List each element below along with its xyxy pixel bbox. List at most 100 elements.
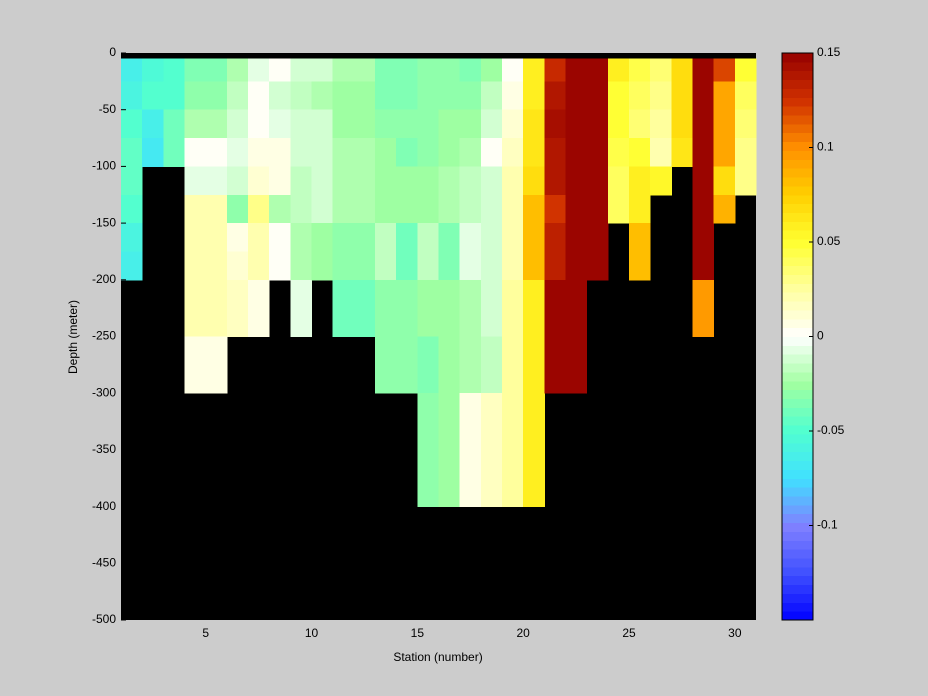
- x-tick-label: 15: [411, 626, 425, 640]
- colorbar-swatch: [782, 132, 813, 143]
- colorbar-swatch: [782, 159, 813, 169]
- heatmap-cell: [629, 58, 651, 82]
- heatmap-cell: [629, 166, 651, 196]
- heatmap-cell: [459, 58, 482, 82]
- heatmap-cell: [375, 336, 397, 366]
- heatmap-cell: [375, 81, 397, 111]
- colorbar-swatch: [782, 478, 813, 488]
- heatmap-cell: [565, 58, 588, 82]
- heatmap-cell: [607, 138, 630, 167]
- heatmap-cell: [459, 251, 482, 281]
- heatmap-cell: [226, 308, 249, 337]
- heatmap-cell: [396, 308, 418, 337]
- heatmap-cell: [184, 336, 207, 366]
- heatmap-cell: [353, 251, 376, 281]
- heatmap-cell: [248, 109, 270, 139]
- heatmap-cell: [396, 58, 418, 82]
- heatmap-cell: [417, 58, 439, 82]
- colorbar-tick-label: 0.05: [817, 234, 841, 248]
- colorbar-swatch: [782, 79, 813, 89]
- heatmap-cell: [502, 223, 524, 252]
- heatmap-cell: [544, 81, 566, 111]
- heatmap-cell: [565, 166, 588, 196]
- heatmap-cell: [396, 223, 418, 252]
- heatmap-cell: [480, 279, 503, 309]
- heatmap-cell: [713, 166, 736, 196]
- heatmap-cell: [226, 279, 249, 309]
- y-tick-label: -350: [92, 442, 116, 456]
- heatmap-cell: [523, 109, 545, 139]
- heatmap-cell: [205, 251, 228, 281]
- colorbar-swatch: [782, 513, 813, 524]
- colorbar-swatch: [782, 442, 813, 453]
- heatmap-cell: [565, 336, 588, 366]
- heatmap-cell: [248, 251, 270, 281]
- y-tick-label: -400: [92, 499, 116, 513]
- colorbar-swatch: [782, 203, 813, 213]
- colorbar-swatch: [782, 97, 813, 107]
- heatmap-cell: [375, 166, 397, 196]
- heatmap-cell: [226, 194, 249, 224]
- heatmap-cell: [375, 109, 397, 139]
- heatmap-cell: [523, 449, 545, 479]
- heatmap-cell: [396, 364, 418, 394]
- heatmap-cell: [353, 223, 376, 252]
- colorbar-swatch: [782, 425, 813, 435]
- heatmap-cell: [205, 58, 228, 82]
- heatmap-cell: [417, 364, 439, 394]
- colorbar-swatch: [782, 540, 813, 550]
- heatmap-cell: [417, 336, 439, 366]
- colorbar-swatch: [782, 611, 813, 621]
- colorbar-swatch: [782, 212, 813, 222]
- heatmap-cell: [523, 251, 545, 281]
- heatmap-cell: [332, 223, 355, 252]
- heatmap-cell: [375, 308, 397, 337]
- heatmap-cell: [121, 58, 143, 82]
- heatmap-cell: [544, 336, 566, 366]
- heatmap-cell: [523, 364, 545, 394]
- heatmap-cell: [311, 81, 334, 111]
- heatmap-cell: [692, 308, 715, 337]
- heatmap-cell: [142, 109, 164, 139]
- heatmap-cell: [650, 109, 672, 139]
- heatmap-cell: [480, 364, 503, 394]
- x-tick-label: 5: [202, 626, 209, 640]
- heatmap-cell: [396, 109, 418, 139]
- heatmap-cell: [290, 58, 312, 82]
- y-tick-label: -300: [92, 385, 116, 399]
- heatmap-cell: [544, 223, 566, 252]
- heatmap-cell: [459, 308, 482, 337]
- heatmap-cell: [311, 251, 334, 281]
- heatmap-cell: [607, 58, 630, 82]
- colorbar-swatch: [782, 88, 813, 98]
- heatmap-cell: [480, 194, 503, 224]
- heatmap-cell: [459, 449, 482, 479]
- heatmap-cell: [205, 166, 228, 196]
- heatmap-cell: [417, 109, 439, 139]
- colorbar-swatch: [782, 575, 813, 586]
- heatmap-cell: [269, 166, 291, 196]
- heatmap-cell: [353, 81, 376, 111]
- heatmap-cell: [502, 251, 524, 281]
- heatmap-cell: [142, 81, 164, 111]
- heatmap-cell: [713, 81, 736, 111]
- heatmap-cell: [502, 364, 524, 394]
- heatmap-cell: [607, 166, 630, 196]
- colorbar-swatch: [782, 371, 813, 382]
- heatmap-cell: [438, 478, 461, 508]
- heatmap-cell: [480, 421, 503, 451]
- colorbar-swatch: [782, 274, 813, 284]
- colorbar-swatch: [782, 53, 813, 63]
- heatmap-cell: [226, 251, 249, 281]
- heatmap-cell: [565, 223, 588, 252]
- colorbar-swatch: [782, 495, 813, 506]
- heatmap-cell: [629, 138, 651, 167]
- heatmap-cell: [502, 336, 524, 366]
- colorbar-swatch: [782, 70, 813, 81]
- heatmap-cell: [502, 138, 524, 167]
- heatmap-cell: [713, 58, 736, 82]
- colorbar-swatch: [782, 150, 813, 160]
- heatmap-cell: [650, 81, 672, 111]
- heatmap-cell: [205, 336, 228, 366]
- heatmap-cell: [290, 308, 312, 337]
